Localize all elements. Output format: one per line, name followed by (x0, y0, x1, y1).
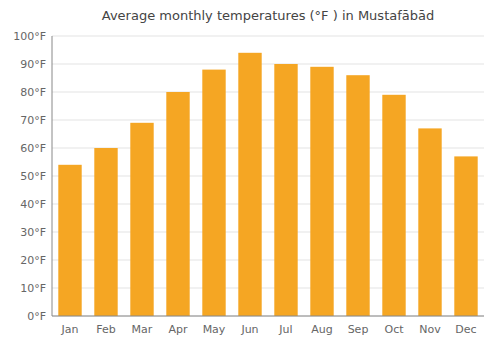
title: Average monthly temperatures (°F ) in Mu… (102, 8, 434, 23)
y-tick-label: 40°F (20, 198, 46, 211)
bar (454, 156, 477, 316)
y-tick-label: 20°F (20, 254, 46, 267)
x-tick-label: Sep (348, 323, 369, 336)
x-tick-label: Jun (240, 323, 258, 336)
chart-container: Average monthly temperatures (°F ) in Mu… (0, 0, 500, 350)
y-axis-line (52, 36, 53, 316)
bar (346, 75, 369, 316)
bar (310, 67, 333, 316)
x-tick-label: Jul (278, 323, 292, 336)
y-tick-label: 80°F (20, 86, 46, 99)
bars (58, 53, 477, 316)
x-tick-label: Dec (455, 323, 476, 336)
x-tick-label: Jan (61, 323, 79, 336)
x-axis-line (52, 316, 484, 317)
bar (274, 64, 297, 316)
bar (58, 165, 81, 316)
x-tick-label: Aug (311, 323, 332, 336)
bar (418, 128, 441, 316)
page: {"chart_data": {"type": "bar", "title": … (0, 0, 500, 350)
grid-line (52, 36, 484, 37)
x-tick-label: Nov (419, 323, 441, 336)
x-tick-label: Apr (168, 323, 188, 336)
grid-line (52, 64, 484, 65)
grid-line (52, 316, 484, 317)
y-tick-label: 10°F (20, 282, 46, 295)
bar (238, 53, 261, 316)
bar (130, 123, 153, 316)
chart-svg: Average monthly temperatures (°F ) in Mu… (0, 0, 500, 350)
y-tick-label: 90°F (20, 58, 46, 71)
bar (382, 95, 405, 316)
y-tick-label: 50°F (20, 170, 46, 183)
y-tick-label: 0°F (27, 310, 46, 323)
grid-line (52, 120, 484, 121)
y-tick-label: 100°F (13, 30, 46, 43)
y-tick-label: 60°F (20, 142, 46, 155)
bar (166, 92, 189, 316)
x-tick-label: Feb (96, 323, 115, 336)
bar (94, 148, 117, 316)
y-tick-label: 70°F (20, 114, 46, 127)
x-tick-label: May (203, 323, 226, 336)
grid-line (52, 92, 484, 93)
x-tick-label: Oct (384, 323, 404, 336)
grid (52, 36, 484, 316)
x-tick-label: Mar (132, 323, 153, 336)
y-tick-label: 30°F (20, 226, 46, 239)
bar (202, 70, 225, 316)
